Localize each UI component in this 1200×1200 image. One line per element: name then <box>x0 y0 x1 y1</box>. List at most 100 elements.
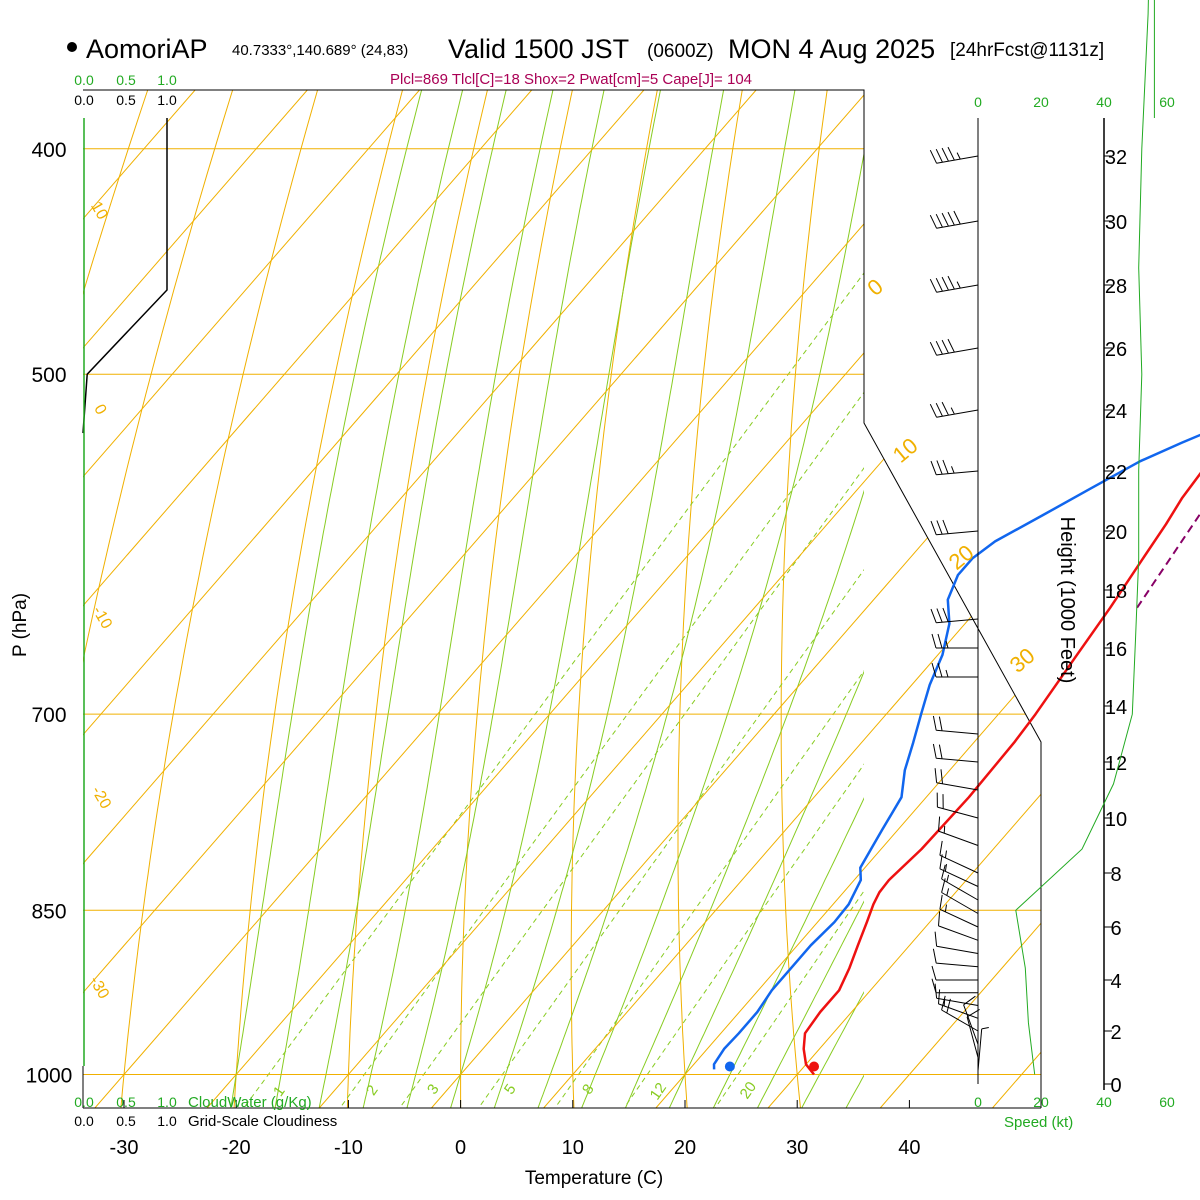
isotherm-line <box>431 90 1041 1108</box>
wind-barb <box>934 768 979 791</box>
surface-dew-dot <box>724 1061 735 1072</box>
moist-adiabat-line <box>712 797 864 1108</box>
cloudwater-tick-top: 0.5 <box>116 72 136 88</box>
speed-tick-bottom: 0 <box>974 1094 982 1110</box>
pressure-tick-label: 500 <box>31 364 66 387</box>
forecast-run: [24hrFcst@1131z] <box>950 40 1104 61</box>
dry-adiabat-line <box>83 90 234 663</box>
wetbulb-label: 0 <box>862 274 887 301</box>
isotherm-line <box>83 90 869 1108</box>
wind-barb <box>932 715 979 735</box>
wind-barb <box>929 146 979 164</box>
x-axis-title: Temperature (C) <box>525 1168 663 1189</box>
wetbulb-label: 30 <box>1005 643 1040 678</box>
dewpoint-trace <box>712 433 1200 1070</box>
mixing-ratio-line <box>243 272 864 1108</box>
mixing-ratio-line <box>398 467 864 1108</box>
mixing-ratio-label: 20 <box>737 1079 760 1102</box>
moist-adiabat-line <box>537 90 796 1108</box>
height-tick-label: 20 <box>1105 522 1127 544</box>
station-coords: 40.7333°,140.689° (24,83) <box>232 42 408 59</box>
pressure-tick-label: 400 <box>31 139 66 162</box>
surface-temp-dot <box>809 1061 820 1072</box>
station-marker <box>67 42 77 52</box>
sounding-curves <box>82 118 1200 1108</box>
mixing-ratio-line <box>623 763 864 1108</box>
wind-barb <box>929 401 979 418</box>
isotherm-line <box>206 90 1041 1108</box>
wind-barb <box>939 894 979 928</box>
wind-barb <box>941 995 979 1032</box>
wind-barb <box>939 854 979 887</box>
cloudiness-trace <box>82 118 168 434</box>
moist-adiabat-line <box>624 489 864 1108</box>
parcel-trace <box>1136 512 1200 609</box>
height-tick-label: 18 <box>1105 581 1127 603</box>
mixing-ratio-line <box>714 890 864 1108</box>
dry-adiabat-line <box>346 90 488 1108</box>
height-tick-label: 26 <box>1105 339 1127 361</box>
height-tick-label: 0 <box>1110 1075 1121 1097</box>
speed-label: Speed (kt) <box>1004 1114 1073 1131</box>
speed-tick-top: 0 <box>974 94 982 110</box>
isotherm-line <box>94 90 981 1108</box>
cloudiness-tick-bottom: 0.5 <box>116 1113 136 1129</box>
temperature-trace <box>802 471 1200 1076</box>
speed-tick-bottom: 40 <box>1096 1094 1112 1110</box>
isotherm-line <box>655 90 1041 1108</box>
wind-barb <box>931 633 978 649</box>
cloudwater-tick-bottom: 0.5 <box>116 1094 136 1110</box>
wind-barb <box>977 1027 989 1071</box>
temperature-tick-label: 10 <box>562 1137 584 1159</box>
dry-adiabat-line <box>780 90 828 1108</box>
valid-time: Valid 1500 JST <box>448 34 629 64</box>
moist-adiabat-line <box>274 90 464 1108</box>
cloudwater-label: CloudWater (g/Kg) <box>188 1094 312 1111</box>
wind-barb <box>930 607 979 624</box>
moist-adiabat-line <box>668 670 864 1108</box>
moist-adiabat-line <box>493 90 725 1108</box>
mixing-ratio-label: 3 <box>424 1081 443 1098</box>
isotherm-line <box>83 90 645 1108</box>
wind-barb <box>930 519 979 536</box>
wind-barb <box>930 459 979 476</box>
cloudwater-tick-bottom: 1.0 <box>157 1094 177 1110</box>
theta-label: -30 <box>86 973 112 1002</box>
dry-adiabat-line <box>120 90 319 1108</box>
isotherm-line <box>767 90 1041 1108</box>
mixing-ratio-label: 8 <box>579 1081 598 1098</box>
dry-adiabat-line <box>83 90 149 296</box>
height-tick-label: 30 <box>1105 212 1127 234</box>
cloudiness-tick-bottom: 0.0 <box>74 1113 94 1129</box>
moist-adiabat-line <box>845 1074 864 1108</box>
height-tick-label: 16 <box>1105 639 1127 661</box>
cloudiness-tick-top: 0.5 <box>116 92 136 108</box>
dry-adiabat-line <box>233 90 404 1108</box>
background-lines <box>83 0 1200 1171</box>
cloudiness-tick-top: 0.0 <box>74 92 94 108</box>
chart-frame <box>83 89 1042 1108</box>
height-tick-label: 24 <box>1105 401 1127 423</box>
height-tick-label: 14 <box>1105 697 1127 719</box>
wind-barb <box>932 743 979 763</box>
forecast-date: MON 4 Aug 2025 <box>728 34 935 64</box>
stability-indices: Plcl=869 Tlcl[C]=18 Shox=2 Pwat[cm]=5 Ca… <box>390 71 752 88</box>
moist-adiabat-line <box>406 90 605 1108</box>
moist-adiabat-line <box>450 90 661 1108</box>
height-tick-label: 12 <box>1105 753 1127 775</box>
cloudwater-tick-top: 0.0 <box>74 72 94 88</box>
wind-barb <box>939 840 979 874</box>
wetbulb-label: 20 <box>944 540 979 575</box>
theta-label: -20 <box>88 783 114 812</box>
wind-barb <box>936 792 979 819</box>
wind-barb <box>934 983 979 1006</box>
height-tick-label: 2 <box>1110 1022 1121 1044</box>
dry-adiabat-line <box>1163 0 1200 1171</box>
station-name: AomoriAP <box>86 34 208 64</box>
isotherm-line <box>83 90 533 1108</box>
mixing-ratio-line <box>554 670 864 1108</box>
cloudiness-label: Grid-Scale Cloudiness <box>188 1113 337 1130</box>
theta-label: -10 <box>89 603 115 632</box>
height-tick-label: 6 <box>1110 918 1121 940</box>
moist-adiabat-line <box>756 900 864 1108</box>
